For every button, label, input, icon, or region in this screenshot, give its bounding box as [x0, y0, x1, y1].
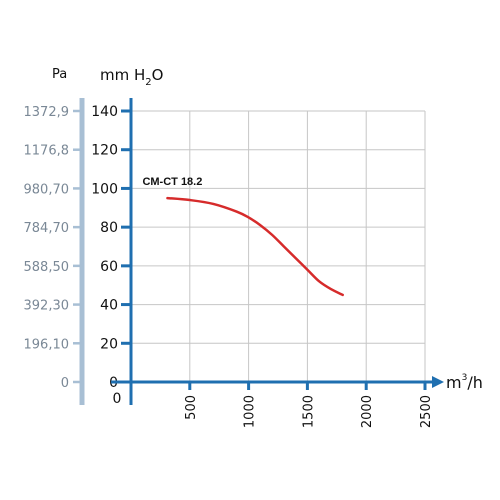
pa-tick-label: 784,70	[24, 221, 70, 236]
x-axis: 500 1000 1500 2000 2500	[111, 376, 444, 428]
pa-tick-label: 196,10	[24, 337, 70, 352]
x-tick-label: 2000	[360, 395, 375, 428]
pa-axis: 1372,9 1176,8 980,70 784,70 588,50 392,30 196,…	[24, 98, 85, 405]
y-tick-label: 140	[91, 104, 118, 120]
pa-unit-label: Pa	[52, 67, 67, 82]
series-label: CM-CT 18.2	[142, 176, 202, 188]
y-tick-label: 120	[91, 143, 118, 159]
y-tick-label: 60	[100, 259, 118, 275]
x-tick-label: 1500	[301, 395, 316, 428]
y-tick-label: 20	[100, 336, 118, 352]
pa-tick-label: 980,70	[24, 182, 70, 197]
series-layer: CM-CT 18.2	[142, 176, 344, 297]
x-tick-label: 1000	[243, 395, 258, 428]
x-tick-label: 500	[184, 395, 199, 420]
y-unit-label: mm H2O	[100, 66, 163, 88]
y-axis: 140 120 100 80 60 40 20 0	[91, 98, 133, 405]
y-tick-label: 40	[100, 298, 118, 314]
pa-tick-label: 588,50	[24, 260, 70, 275]
pa-tick-label: 392,30	[24, 299, 70, 314]
x-tick-label: 2500	[419, 395, 434, 428]
origin-label: 0	[113, 391, 122, 407]
x-unit-label: m3/h	[446, 373, 483, 392]
pa-tick-label: 1176,8	[24, 144, 70, 159]
y-tick-label: 100	[91, 181, 118, 197]
series-line	[166, 196, 344, 297]
y-tick-label: 80	[100, 220, 118, 236]
pa-tick-label: 0	[61, 376, 69, 391]
grid	[131, 110, 426, 382]
x-axis-arrowhead	[432, 376, 444, 388]
pa-tick-label: 1372,9	[24, 105, 70, 120]
